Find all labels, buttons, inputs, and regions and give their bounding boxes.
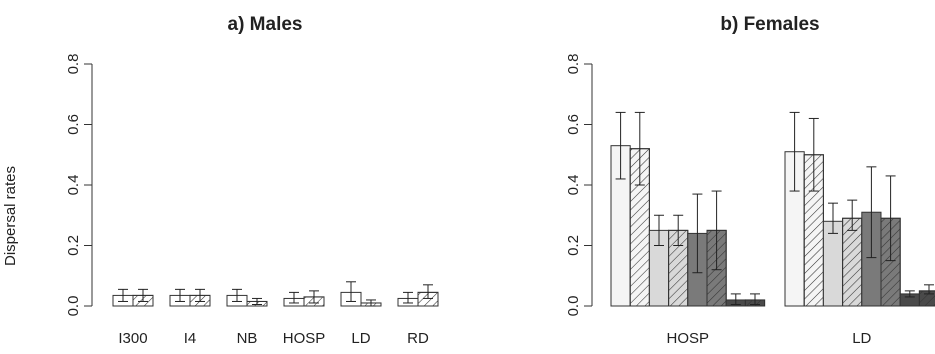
y-axis: 0.0 0.2 0.4 0.6 0.8 — [65, 54, 93, 317]
y-axis: 0.0 0.2 0.4 0.6 0.8 — [565, 54, 593, 317]
category-label: I300 — [118, 330, 147, 347]
y-tick-label: 0.4 — [565, 175, 582, 196]
bar-hatch — [842, 217, 863, 307]
y-tick-label: 0.0 — [65, 296, 82, 317]
bars — [112, 281, 439, 307]
y-tick-label: 0.8 — [65, 54, 82, 75]
category-label: I4 — [184, 330, 197, 347]
bar — [822, 220, 844, 307]
category-labels: I300 I4 NB HOSP LD RD — [118, 330, 429, 347]
y-tick-label: 0.4 — [65, 175, 82, 196]
y-tick-label: 0.8 — [565, 54, 582, 75]
y-tick-label: 0.6 — [565, 114, 582, 135]
category-label: LD — [852, 330, 871, 347]
panel-title: b) Females — [720, 14, 819, 35]
category-label: RD — [407, 330, 429, 347]
category-label: NB — [237, 330, 258, 347]
category-labels: HOSP LD — [667, 330, 872, 347]
y-tick-label: 0.2 — [565, 235, 582, 256]
y-axis-title: Dispersal rates — [2, 166, 19, 266]
bar-hatch — [918, 290, 935, 307]
bars — [610, 111, 935, 307]
y-tick-label: 0.0 — [565, 296, 582, 317]
y-tick-label: 0.2 — [65, 235, 82, 256]
category-label: HOSP — [667, 330, 710, 347]
females-panel: b) Females 0.0 0.2 0.4 0.6 0.8 HOSP LD — [565, 14, 935, 347]
category-label: LD — [351, 330, 370, 347]
males-panel: a) Males Dispersal rates 0.0 0.2 0.4 0.6 0.8… — [2, 14, 439, 347]
category-label: HOSP — [283, 330, 326, 347]
y-tick-label: 0.6 — [65, 114, 82, 135]
panel-title: a) Males — [228, 14, 303, 35]
